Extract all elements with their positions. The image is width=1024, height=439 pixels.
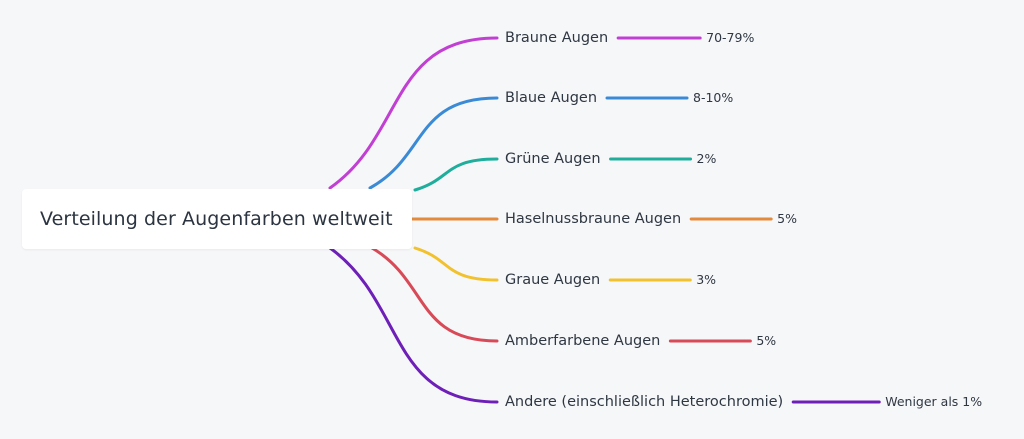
leaf-label-gruene-augen[interactable]: 2% bbox=[696, 151, 717, 166]
branch-connector bbox=[328, 36, 499, 190]
leaf-label-graue-augen[interactable]: 3% bbox=[696, 272, 717, 287]
branch-connector bbox=[328, 246, 499, 404]
leaf-label-andere[interactable]: Weniger als 1% bbox=[885, 394, 983, 409]
branch-label-gruene-augen[interactable]: Grüne Augen bbox=[505, 151, 601, 167]
root-node-label: Verteilung der Augenfarben weltweit bbox=[40, 208, 393, 230]
branch-connector bbox=[413, 157, 499, 192]
leaf-label-blaue-augen[interactable]: 8-10% bbox=[693, 90, 734, 105]
branch-label-graue-augen[interactable]: Graue Augen bbox=[505, 272, 601, 288]
branch-connector bbox=[368, 96, 499, 190]
branch-connector bbox=[413, 246, 499, 282]
branch-label-blaue-augen[interactable]: Blaue Augen bbox=[505, 90, 598, 106]
leaf-label-haselnussbraune-augen[interactable]: 5% bbox=[777, 211, 798, 226]
leaf-label-amberfarbene-augen[interactable]: 5% bbox=[756, 333, 777, 348]
root-node[interactable]: Verteilung der Augenfarben weltweit bbox=[22, 189, 412, 249]
branch-label-amberfarbene-augen[interactable]: Amberfarbene Augen bbox=[505, 333, 661, 349]
branch-label-haselnussbraune-augen[interactable]: Haselnussbraune Augen bbox=[505, 211, 682, 227]
branch-connector bbox=[370, 246, 499, 343]
branch-label-braune-augen[interactable]: Braune Augen bbox=[505, 30, 609, 46]
branch-label-andere[interactable]: Andere (einschließlich Heterochromie) bbox=[505, 394, 784, 410]
leaf-label-braune-augen[interactable]: 70-79% bbox=[706, 30, 755, 45]
